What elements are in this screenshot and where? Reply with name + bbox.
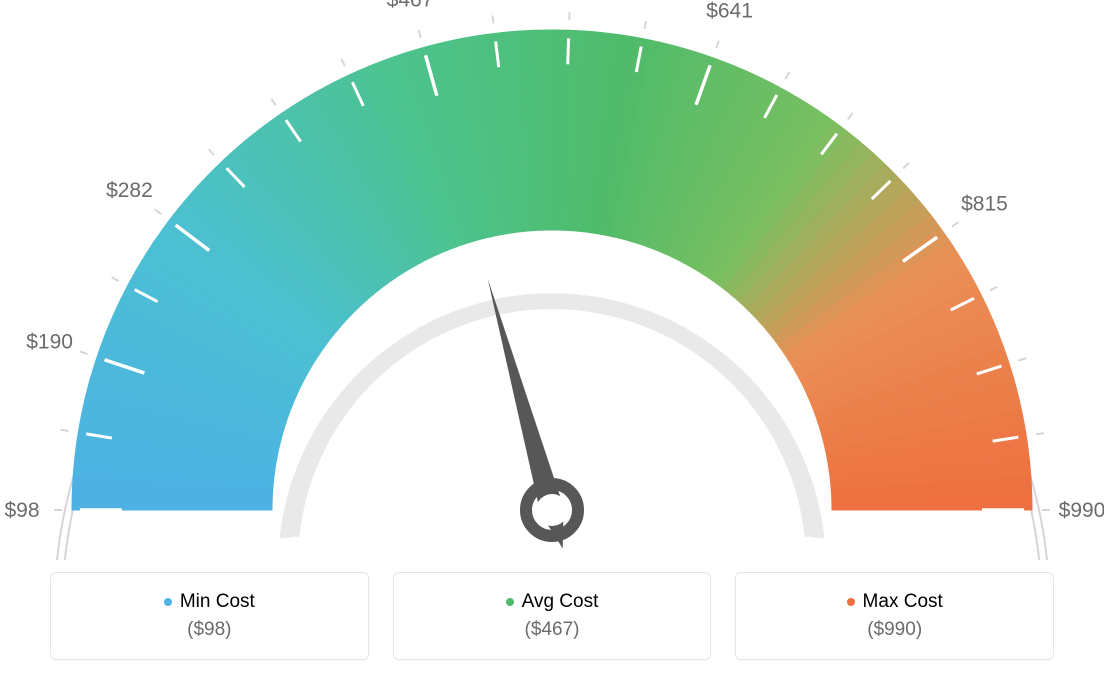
dot-icon [506,598,514,606]
legend-card-min: Min Cost ($98) [50,572,369,660]
legend-row: Min Cost ($98) Avg Cost ($467) Max Cost … [50,572,1054,660]
legend-card-avg: Avg Cost ($467) [393,572,712,660]
svg-text:$190: $190 [26,330,73,353]
legend-label-min: Min Cost [164,591,255,613]
svg-text:$98: $98 [4,499,39,522]
legend-value-min: ($98) [61,619,358,641]
legend-label-text: Max Cost [863,591,943,613]
legend-value-avg: ($467) [404,619,701,641]
legend-label-text: Min Cost [180,591,255,613]
legend-label-avg: Avg Cost [506,591,599,613]
gauge-svg: $98 $190 $282 $467 $641 $815 $990 [0,0,1104,560]
svg-text:$815: $815 [961,193,1008,216]
legend-card-max: Max Cost ($990) [735,572,1054,660]
legend-value-max: ($990) [746,619,1043,641]
gauge-chart: $98 $190 $282 $467 $641 $815 $990 [0,0,1104,560]
legend-label-max: Max Cost [847,591,943,613]
svg-text:$990: $990 [1059,499,1104,522]
svg-text:$467: $467 [387,0,434,11]
dot-icon [847,598,855,606]
dot-icon [164,598,172,606]
svg-text:$282: $282 [106,179,153,202]
legend-label-text: Avg Cost [522,591,599,613]
svg-text:$641: $641 [706,0,753,23]
